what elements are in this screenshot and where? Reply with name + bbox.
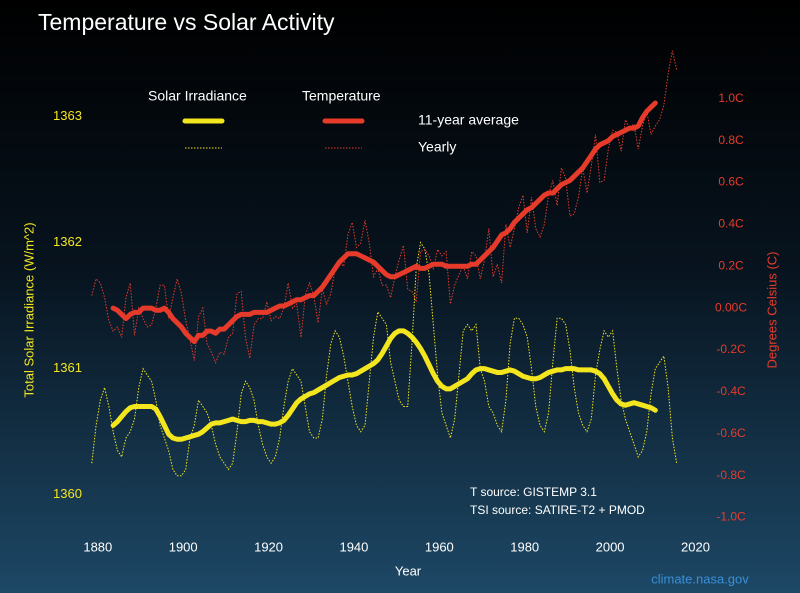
chart-title: Temperature vs Solar Activity [38,9,335,35]
x-tick-label: 2020 [681,539,710,554]
y2-tick-label: 1.0C [718,91,744,105]
y-tick-label: 1361 [53,360,82,375]
y-axis-label: Total Solar Irradiance (W/m^2) [21,222,36,397]
average-line [110,328,658,442]
source: climate.nasa.gov [651,571,749,586]
x-tick-label: 1900 [169,539,198,554]
average-line [110,100,658,345]
y-tick-label: 1360 [53,486,82,501]
x-tick-label: 1940 [339,539,368,554]
y2-tick-label: 0.00C [715,300,747,314]
annotation: T source: GISTEMP 3.1 [470,485,597,499]
x-tick-label: 1960 [425,539,454,554]
legend-group: Temperature [302,88,381,104]
y2-tick-label: -0.4C [716,384,746,398]
y2-tick-label: -0.8C [716,468,746,482]
x-tick-label: 1920 [254,539,283,554]
x-tick-label: 1880 [83,539,112,554]
annotation: TSI source: SATIRE-T2 + PMOD [470,503,645,517]
y2-axis-label: Degrees Celsius (C) [764,251,779,368]
y2-tick-label: 0.8C [718,133,744,147]
y2-tick-label: -1.0C [716,510,746,524]
y2-tick-label: 0.2C [718,258,744,272]
y2-tick-label: 0.6C [718,175,744,189]
x-axis-label: Year [395,563,422,578]
y-tick-label: 1362 [53,234,82,249]
x-tick-label: 2000 [596,539,625,554]
y2-tick-label: -0.6C [716,426,746,440]
y2-tick-label: 0.4C [718,217,744,231]
legend-row: Yearly [418,139,456,155]
legend-group: Solar Irradiance [148,88,247,104]
legend-row: 11-year average [418,112,519,128]
x-tick-label: 1980 [510,539,539,554]
y-tick-label: 1363 [53,108,82,123]
y2-tick-label: -0.2C [716,342,746,356]
